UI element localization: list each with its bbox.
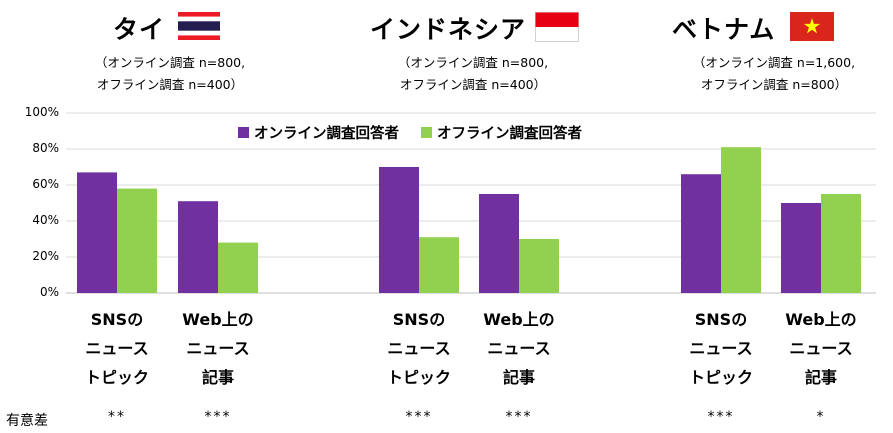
sample-size-indonesia: （オンライン調査 n=800, オフライン調査 n=400） [353,52,593,96]
sample-line-online: （オンライン調査 n=1,600, [692,55,856,70]
significance-marker: *** [204,409,232,425]
bar-online [781,203,821,293]
category-label-line: 記事 [502,368,535,387]
category-label-line: ニュース [186,339,250,358]
bar-online [681,174,721,293]
legend-item-offline: オフライン調査回答者 [421,122,582,143]
y-tick-label: 20% [32,249,59,263]
category-label: SNSのニューストピック [62,305,172,392]
category-label: SNSのニューストピック [666,305,776,392]
legend-label-online: オンライン調査回答者 [254,126,399,142]
bar-offline [419,237,459,293]
country-title-indonesia: インドネシア [370,15,527,44]
indonesia-flag-icon [535,12,579,42]
category-label-line: トピック [84,368,149,387]
legend-swatch-online [238,127,249,138]
sample-size-thailand: （オンライン調査 n=800, オフライン調査 n=400） [50,52,290,96]
significance-label: 有意差 [6,413,48,429]
sample-size-vietnam: （オンライン調査 n=1,600, オフライン調査 n=800） [654,52,893,96]
category-label-line: ニュース [85,339,149,358]
sample-line-offline: オフライン調査 n=400） [96,77,244,92]
y-tick-label: 0% [39,285,59,299]
bar-offline [721,147,761,293]
significance-marker: *** [707,409,735,425]
legend-swatch-offline [421,127,432,138]
category-label-line: 記事 [201,368,234,387]
category-label-line: トピック [386,368,451,387]
bar-offline [821,194,861,293]
sample-line-online: （オンライン調査 n=800, [94,55,246,70]
chart-legend: オンライン調査回答者 オフライン調査回答者 [238,122,582,143]
bar-online [178,201,218,293]
bar-online [379,167,419,293]
thailand-flag-icon [178,12,220,40]
vietnam-flag-icon [790,12,834,41]
significance-marker: *** [405,409,433,425]
category-label-line: 記事 [804,368,837,387]
bar-online [479,194,519,293]
bar-offline [519,239,559,293]
sample-line-offline: オフライン調査 n=400） [399,77,547,92]
country-title-thailand: タイ [113,15,166,44]
legend-item-online: オンライン調査回答者 [238,122,399,143]
category-label-line: ニュース [387,339,451,358]
bar-offline [218,242,258,293]
category-label-line: Web上の [785,310,857,329]
sample-line-online: （オンライン調査 n=800, [397,55,549,70]
sample-line-offline: オフライン調査 n=800） [700,77,848,92]
category-label-line: SNSの [392,310,446,329]
category-label-line: Web上の [182,310,254,329]
category-label-line: ニュース [689,339,753,358]
significance-marker: * [816,409,826,425]
category-label: Web上のニュース記事 [464,305,574,392]
category-label-line: SNSの [694,310,748,329]
significance-marker: *** [505,409,533,425]
significance-marker: ** [108,409,126,425]
country-title-vietnam: ベトナム [672,15,776,44]
category-label: Web上のニュース記事 [163,305,273,392]
category-label-line: ニュース [789,339,853,358]
y-tick-label: 80% [32,141,59,155]
category-label-line: トピック [688,368,753,387]
category-label-line: SNSの [90,310,144,329]
category-label: Web上のニュース記事 [766,305,876,392]
y-tick-label: 60% [32,177,59,191]
category-label-line: Web上の [483,310,555,329]
bar-online [77,172,117,293]
bar-offline [117,188,157,293]
category-label: SNSのニューストピック [364,305,474,392]
y-tick-label: 100% [24,105,59,119]
y-tick-label: 40% [32,213,59,227]
legend-label-offline: オフライン調査回答者 [437,126,582,142]
category-label-line: ニュース [487,339,551,358]
